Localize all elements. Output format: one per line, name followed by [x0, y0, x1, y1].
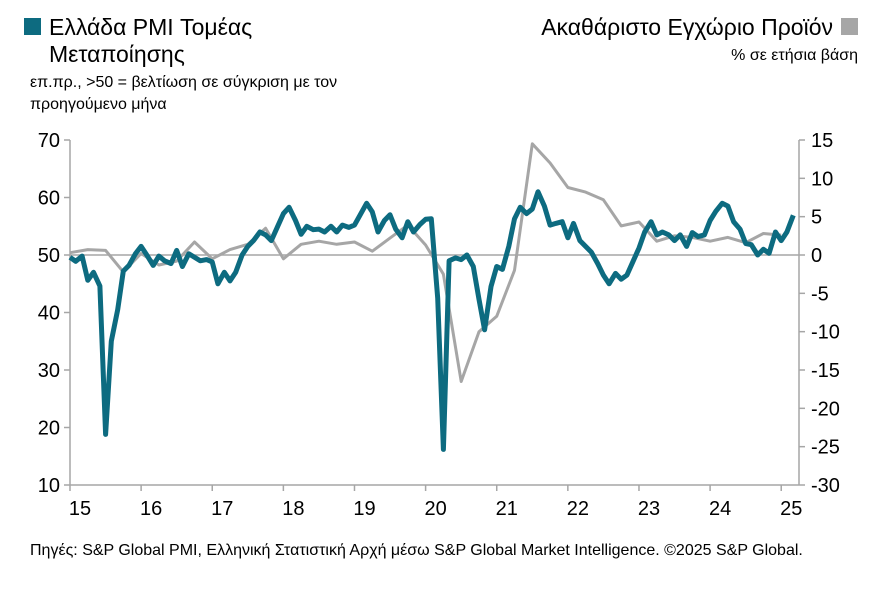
legend-pmi-title: Ελλάδα PMI Τομέας Μεταποίησης	[49, 14, 253, 67]
left-tick-label: 30	[38, 360, 60, 382]
left-tick-label: 10	[38, 475, 60, 497]
left-tick-label: 20	[38, 418, 60, 440]
left-axis-subtitle: επ.πρ., >50 = βελτίωση σε σύγκριση με το…	[30, 74, 338, 113]
right-tick-label: -10	[811, 322, 840, 344]
right-tick-label: 5	[811, 207, 822, 229]
pmi-series-line	[68, 189, 796, 452]
legend-gdp-swatch	[841, 18, 858, 35]
x-tick-label: 17	[211, 498, 233, 520]
x-tick-label: 18	[282, 498, 304, 520]
x-tick-label: 16	[140, 498, 162, 520]
right-tick-label: -30	[811, 475, 840, 497]
legend-pmi-swatch	[24, 18, 41, 35]
x-tick-label: 25	[780, 498, 802, 520]
left-tick-label: 50	[38, 245, 60, 267]
x-tick-label: 19	[353, 498, 375, 520]
right-tick-label: 10	[811, 168, 833, 190]
x-tick-label: 23	[638, 498, 660, 520]
legend-gdp: Ακαθάριστο Εγχώριο Προϊόν	[541, 14, 858, 41]
right-tick-label: -5	[811, 283, 829, 305]
x-tick-label: 24	[709, 498, 731, 520]
legend-pmi: Ελλάδα PMI Τομέας Μεταποίησης	[24, 14, 309, 68]
right-tick-label: 0	[811, 245, 822, 267]
left-tick-label: 40	[38, 303, 60, 325]
source-note: Πηγές: S&P Global PMI, Ελληνική Στατιστι…	[30, 542, 803, 559]
gdp-series-line	[69, 142, 782, 383]
right-tick-label: -25	[811, 437, 840, 459]
left-tick-label: 70	[38, 130, 60, 152]
right-tick-label: 15	[811, 130, 833, 152]
left-tick-label: 60	[38, 188, 60, 210]
right-tick-label: -20	[811, 398, 840, 420]
x-tick-label: 20	[424, 498, 446, 520]
x-tick-label: 15	[69, 498, 91, 520]
legend-gdp-title: Ακαθάριστο Εγχώριο Προϊόν	[541, 14, 833, 40]
right-tick-label: -15	[811, 360, 840, 382]
right-axis-subtitle: % σε ετήσια βάση	[731, 47, 858, 64]
x-tick-label: 22	[567, 498, 589, 520]
x-tick-label: 21	[496, 498, 518, 520]
